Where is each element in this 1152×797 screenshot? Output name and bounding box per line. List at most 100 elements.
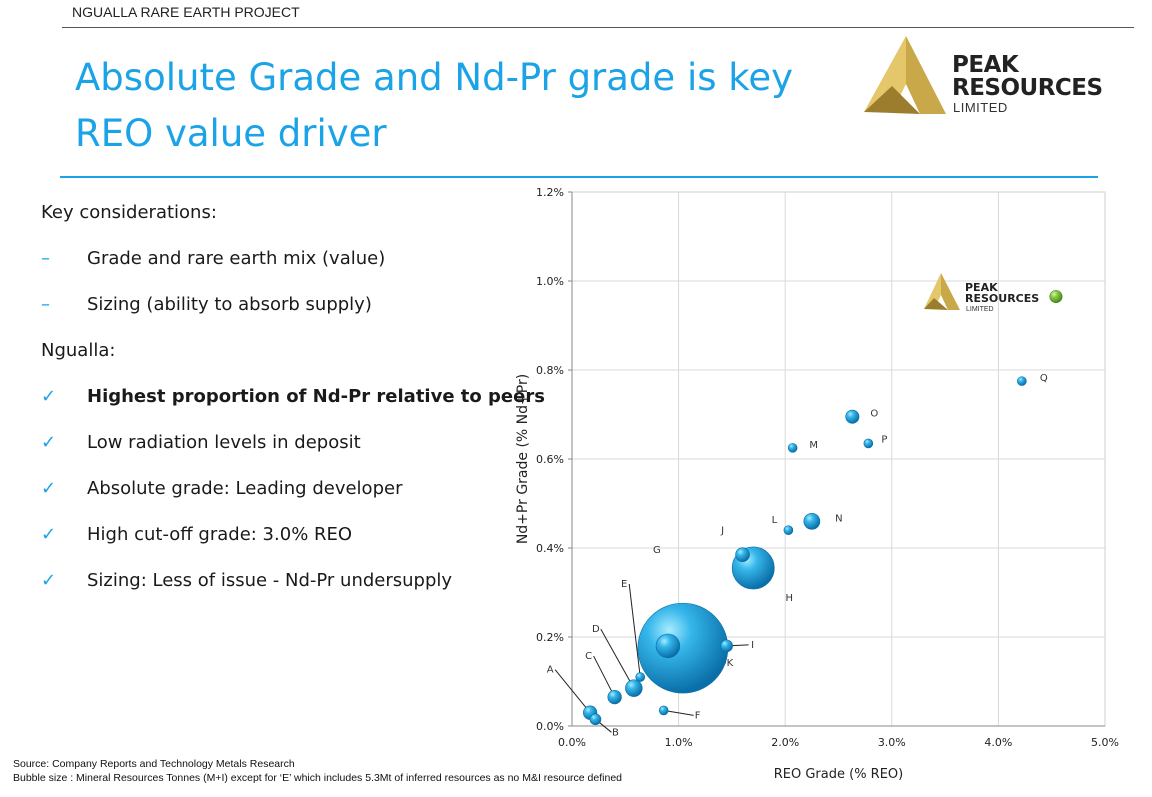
bubble-chart-svg: 0.0% 1.0% 2.0% 3.0% 4.0% 5.0% 0.0% 0.2% 0.4% 0.6%…	[515, 186, 1119, 782]
source-line-1: Source: Company Reports and Technology M…	[13, 758, 295, 770]
bubble-series	[582, 290, 1063, 726]
bubble-labels: A B C D E F G K I H J L N M O P Q	[547, 373, 1048, 738]
bubble-n	[803, 512, 821, 530]
list-item: – Sizing (ability to absorb supply)	[41, 294, 511, 318]
bubble-label: G	[653, 545, 661, 556]
y-tick-label: 1.0%	[536, 275, 564, 288]
bubble-m	[787, 443, 798, 453]
x-tick-label: 3.0%	[878, 736, 906, 749]
bubble-label: P	[881, 434, 887, 445]
logo-text-limited: LIMITED	[953, 100, 1008, 115]
bubble-j	[735, 547, 750, 562]
bubble-label: C	[585, 651, 592, 662]
check-icon: ✓	[41, 524, 57, 545]
bubble-b	[589, 713, 602, 726]
leader-line	[600, 628, 635, 689]
list-item-text: Sizing (ability to absorb supply)	[87, 294, 372, 315]
list-item-text: High cut-off grade: 3.0% REO	[87, 524, 353, 545]
y-tick-label: 0.4%	[536, 542, 564, 555]
chart-axes: 0.0% 1.0% 2.0% 3.0% 4.0% 5.0% 0.0% 0.2% 0.4% 0.6%…	[515, 186, 1119, 782]
x-tick-label: 0.0%	[558, 736, 586, 749]
bubble-label: K	[727, 658, 734, 669]
chart-logo-limited: LIMITED	[966, 306, 994, 313]
bubble-label: J	[720, 526, 724, 537]
x-tick-label: 2.0%	[771, 736, 799, 749]
title-line-1: Absolute Grade and Nd-Pr grade is key	[75, 56, 794, 99]
bubble-label: L	[772, 515, 778, 526]
list-item: ✓ High cut-off grade: 3.0% REO	[41, 524, 511, 548]
x-tick-label: 4.0%	[984, 736, 1012, 749]
project-label: NGUALLA RARE EARTH PROJECT	[72, 4, 300, 20]
list-item: ✓ Low radiation levels in deposit	[41, 432, 511, 456]
x-axis-title: REO Grade (% REO)	[774, 767, 904, 782]
list-item-text: Grade and rare earth mix (value)	[87, 248, 386, 269]
chart-logo-peak: PEAK	[965, 281, 998, 294]
list-item: – Grade and rare earth mix (value)	[41, 248, 511, 272]
list-item: ✓ Highest proportion of Nd-Pr relative t…	[41, 386, 545, 410]
bubble-g	[637, 602, 729, 694]
bubble-label: A	[547, 665, 554, 676]
chart-logo-resources: RESOURCES	[965, 292, 1039, 305]
chart-inline-logo: PEAK RESOURCES LIMITED	[924, 273, 1039, 313]
title-divider	[60, 176, 1098, 178]
bubble-label: F	[695, 710, 701, 721]
logo-text-resources: RESOURCES	[952, 75, 1103, 101]
bubble-p	[863, 438, 874, 449]
bubble-label: D	[592, 624, 600, 635]
header-divider	[62, 27, 1134, 28]
bubble-label: N	[835, 513, 842, 524]
leader-line	[554, 669, 591, 713]
bubble-d	[625, 679, 643, 697]
source-line-2: Bubble size : Mineral Resources Tonnes (…	[13, 772, 622, 784]
bubble-label: Q	[1040, 373, 1048, 384]
bubble-k	[655, 633, 681, 659]
bubble-ngualla	[1049, 290, 1063, 304]
bubble-label: I	[751, 640, 754, 651]
reo-bubble-chart: 0.0% 1.0% 2.0% 3.0% 4.0% 5.0% 0.0% 0.2% 0.4% 0.6%…	[510, 180, 1140, 789]
y-tick-label: 0.6%	[536, 453, 564, 466]
y-tick-label: 0.0%	[536, 720, 564, 733]
list-item-text: Low radiation levels in deposit	[87, 432, 361, 453]
bubble-f	[658, 705, 669, 716]
bubble-o	[845, 409, 860, 424]
leader-line	[628, 583, 641, 678]
x-tick-label: 1.0%	[665, 736, 693, 749]
bubble-e	[635, 672, 646, 682]
peak-resources-logo: PEAK RESOURCES LIMITED	[862, 34, 1122, 116]
bubble-i	[720, 639, 733, 653]
slide-title: Absolute Grade and Nd-Pr grade is key RE…	[75, 50, 855, 162]
y-axis-title: Nd+Pr Grade (% Nd+Pr)	[515, 374, 531, 544]
check-icon: ✓	[41, 386, 57, 407]
check-icon: ✓	[41, 570, 57, 591]
check-icon: ✓	[41, 478, 57, 499]
list-item-text: Absolute grade: Leading developer	[87, 478, 403, 499]
title-line-2: REO value driver	[75, 112, 387, 155]
check-icon: ✓	[41, 432, 57, 453]
x-tick-label: 5.0%	[1091, 736, 1119, 749]
logo-text-peak: PEAK	[952, 52, 1019, 78]
list-item-text: Sizing: Less of issue - Nd-Pr undersuppl…	[87, 570, 453, 591]
peak-triangle-icon	[864, 36, 946, 114]
bubble-q	[1017, 376, 1027, 386]
y-tick-label: 0.8%	[536, 364, 564, 377]
bubble-label: H	[785, 593, 793, 604]
ngualla-heading: Ngualla:	[41, 340, 116, 361]
y-tick-label: 1.2%	[536, 186, 564, 199]
dash-marker: –	[41, 248, 50, 269]
chart-grid	[571, 191, 1106, 727]
list-item-text: Highest proportion of Nd-Pr relative to …	[87, 386, 545, 407]
leader-line	[593, 655, 616, 698]
leader-line	[663, 709, 694, 716]
dash-marker: –	[41, 294, 50, 315]
y-tick-label: 0.2%	[536, 631, 564, 644]
bubble-label: O	[870, 409, 878, 420]
list-item: ✓ Absolute grade: Leading developer	[41, 478, 511, 502]
list-item: ✓ Sizing: Less of issue - Nd-Pr undersup…	[41, 570, 511, 594]
source-footnote: Source: Company Reports and Technology M…	[13, 757, 622, 785]
considerations-heading: Key considerations:	[41, 202, 217, 223]
bubble-c	[607, 689, 622, 705]
bubble-label: M	[809, 440, 818, 451]
bubble-l	[783, 525, 794, 536]
bubble-label: E	[621, 579, 627, 590]
bubble-label: B	[612, 727, 619, 738]
